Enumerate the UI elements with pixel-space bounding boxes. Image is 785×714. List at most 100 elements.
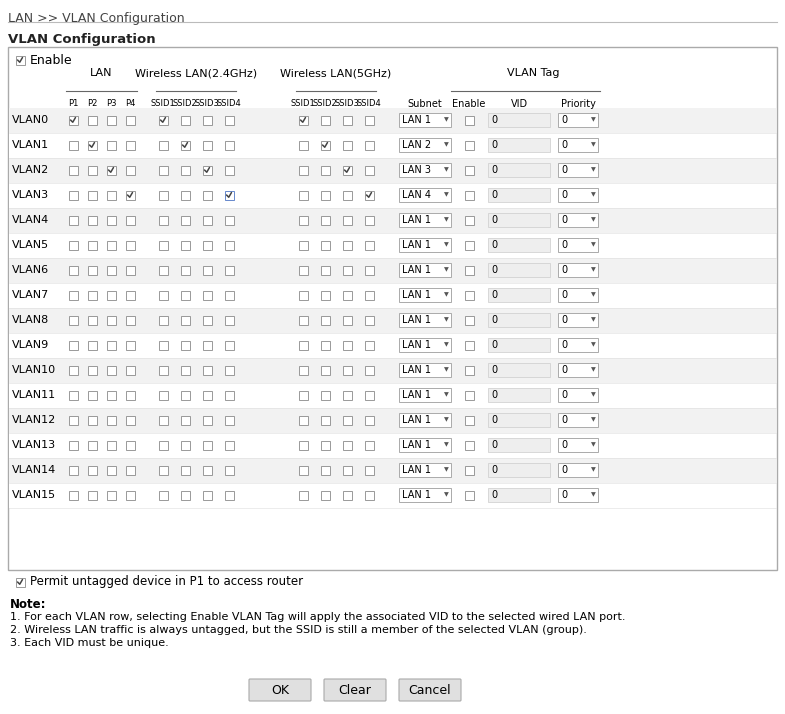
Bar xyxy=(203,266,211,274)
Bar xyxy=(558,488,598,502)
Bar xyxy=(364,116,374,124)
Bar xyxy=(399,488,451,502)
Bar xyxy=(465,191,473,199)
Text: Note:: Note: xyxy=(10,598,46,611)
Text: 0: 0 xyxy=(561,290,567,300)
Bar xyxy=(399,463,451,477)
Text: LAN 1: LAN 1 xyxy=(402,440,431,450)
Bar xyxy=(298,391,308,400)
Bar xyxy=(159,441,167,450)
Bar xyxy=(320,366,330,375)
Text: 0: 0 xyxy=(561,390,567,400)
Text: ▼: ▼ xyxy=(444,143,448,148)
Text: 0: 0 xyxy=(561,215,567,225)
Text: 0: 0 xyxy=(491,390,497,400)
Bar xyxy=(68,341,78,349)
Bar xyxy=(488,138,550,152)
Bar xyxy=(203,116,211,124)
Bar xyxy=(126,341,134,349)
Bar xyxy=(465,341,473,349)
Bar xyxy=(87,216,97,224)
Bar xyxy=(399,438,451,452)
Text: 0: 0 xyxy=(491,340,497,350)
Bar xyxy=(488,313,550,327)
Bar xyxy=(298,341,308,349)
Bar xyxy=(320,491,330,500)
Text: 0: 0 xyxy=(491,190,497,200)
Bar xyxy=(465,141,473,149)
Bar xyxy=(488,438,550,452)
Bar xyxy=(159,366,167,375)
Bar xyxy=(107,416,115,425)
Bar xyxy=(9,183,776,208)
Bar xyxy=(399,188,451,202)
Bar xyxy=(107,116,115,124)
Text: Clear: Clear xyxy=(338,683,371,696)
Bar xyxy=(488,463,550,477)
Bar xyxy=(342,491,352,500)
Bar xyxy=(320,391,330,400)
Text: ▼: ▼ xyxy=(590,193,595,198)
Bar xyxy=(364,366,374,375)
Bar xyxy=(159,116,167,124)
Bar xyxy=(465,316,473,324)
Bar xyxy=(203,416,211,425)
Bar xyxy=(107,441,115,450)
Text: 0: 0 xyxy=(491,265,497,275)
Bar xyxy=(399,288,451,302)
Bar xyxy=(298,191,308,199)
Text: OK: OK xyxy=(271,683,289,696)
Bar xyxy=(68,416,78,425)
Text: VLAN3: VLAN3 xyxy=(12,190,49,200)
Bar xyxy=(488,163,550,177)
Bar xyxy=(558,288,598,302)
Bar xyxy=(225,341,233,349)
Bar xyxy=(342,216,352,224)
Bar xyxy=(225,116,233,124)
Bar xyxy=(159,141,167,149)
Bar xyxy=(68,316,78,324)
Bar xyxy=(558,338,598,352)
Bar xyxy=(68,391,78,400)
Text: ▼: ▼ xyxy=(590,293,595,298)
Text: 0: 0 xyxy=(491,440,497,450)
Bar xyxy=(107,166,115,174)
Bar xyxy=(364,466,374,475)
Bar xyxy=(68,491,78,500)
Bar xyxy=(9,433,776,458)
Bar xyxy=(126,491,134,500)
Bar xyxy=(16,578,24,586)
Text: ▼: ▼ xyxy=(444,343,448,348)
Bar xyxy=(225,216,233,224)
Text: 0: 0 xyxy=(491,140,497,150)
Text: VLAN7: VLAN7 xyxy=(12,290,49,300)
Bar xyxy=(203,491,211,500)
Bar xyxy=(9,333,776,358)
Bar xyxy=(8,47,777,570)
Bar xyxy=(107,216,115,224)
Bar xyxy=(465,491,473,500)
Bar xyxy=(159,266,167,274)
Bar xyxy=(465,366,473,375)
Bar xyxy=(87,416,97,425)
Bar xyxy=(320,316,330,324)
Text: Wireless LAN(5GHz): Wireless LAN(5GHz) xyxy=(280,68,392,78)
Bar xyxy=(558,413,598,427)
Bar xyxy=(488,413,550,427)
Bar xyxy=(320,266,330,274)
Bar xyxy=(342,316,352,324)
Bar xyxy=(87,241,97,249)
Bar xyxy=(87,341,97,349)
Text: VLAN11: VLAN11 xyxy=(12,390,56,400)
FancyBboxPatch shape xyxy=(399,679,461,701)
Bar xyxy=(203,216,211,224)
Bar xyxy=(203,366,211,375)
Text: LAN 2: LAN 2 xyxy=(402,140,431,150)
Bar xyxy=(465,216,473,224)
Text: ▼: ▼ xyxy=(590,443,595,448)
Bar xyxy=(320,291,330,299)
Text: 0: 0 xyxy=(491,465,497,475)
Bar xyxy=(488,113,550,127)
Bar xyxy=(68,216,78,224)
Text: ▼: ▼ xyxy=(590,118,595,123)
